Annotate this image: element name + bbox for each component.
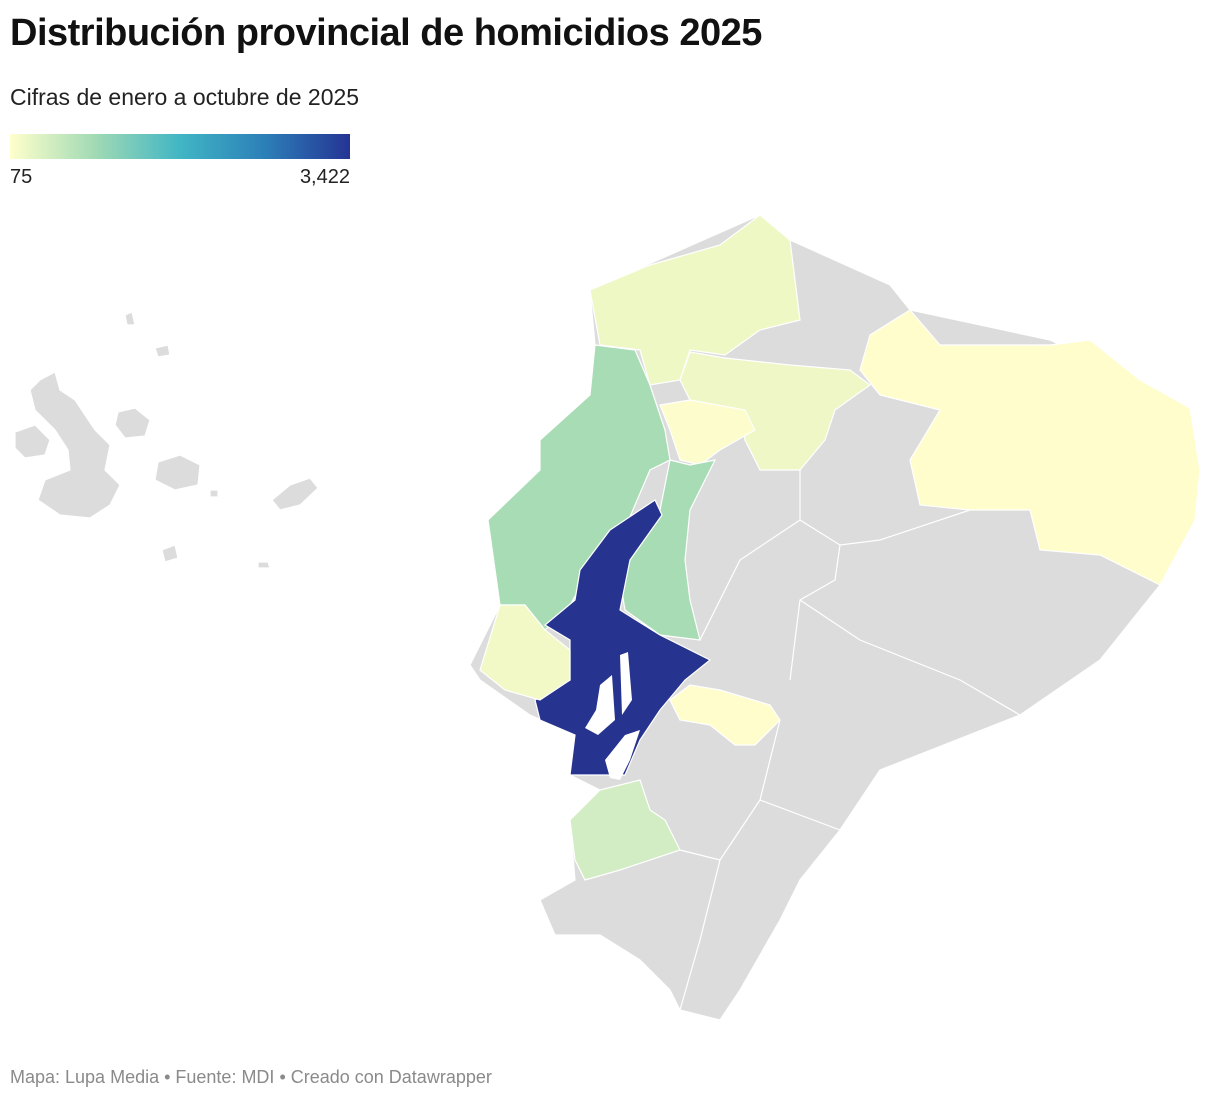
galapagos: [14, 311, 319, 569]
subtitle: Cifras de enero a octubre de 2025: [10, 84, 360, 110]
footer: Mapa: Lupa Media • Fuente: MDI • Creado …: [10, 1067, 492, 1087]
title: Distribución provincial de homicidios 20…: [10, 12, 762, 54]
legend-gradient: [10, 134, 350, 159]
legend-label: 3,422: [300, 166, 350, 188]
mainland: [469, 214, 1201, 1021]
legend-label: 75: [10, 166, 32, 188]
